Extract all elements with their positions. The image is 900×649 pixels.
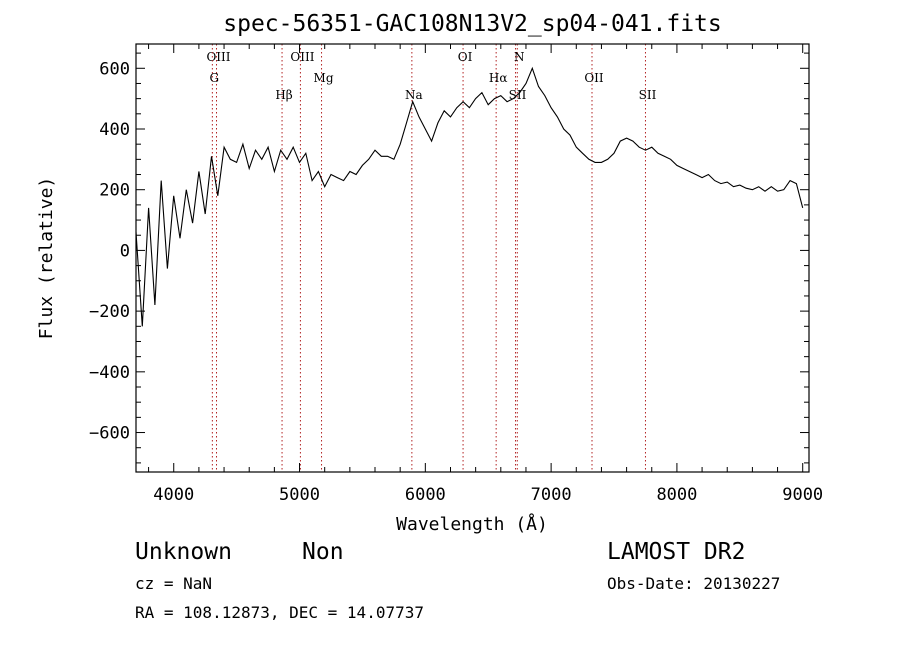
obs-date: Obs-Date: 20130227 — [607, 574, 781, 593]
y-axis-label: Flux (relative) — [36, 177, 57, 340]
y-tick-label: 600 — [99, 59, 130, 79]
y-tick-label: −400 — [89, 363, 130, 383]
emission-line-label: Hα — [489, 71, 508, 85]
emission-line-label: SII — [639, 88, 657, 102]
y-tick-label: 400 — [99, 120, 130, 140]
emission-line-label: OIII — [290, 50, 314, 64]
emission-line-label: OI — [458, 50, 473, 64]
x-tick-label: 6000 — [405, 485, 446, 505]
axes: 4000 5000 6000 7000 8000 9000 −600 −400 −200 0 200… — [89, 44, 823, 505]
emission-line-label: Hβ — [275, 88, 292, 102]
redshift-text: cz = NaN — [135, 574, 213, 593]
plot-frame — [135, 43, 810, 473]
y-tick-label: −600 — [89, 424, 130, 444]
emission-line-label: Na — [405, 88, 423, 102]
emission-line-label: Mg — [314, 71, 334, 85]
x-axis-label: Wavelength (Å) — [396, 513, 548, 535]
emission-line-label: N — [514, 50, 525, 64]
spectrum-line — [136, 66, 804, 327]
chart-title: spec-56351-GAC108N13V2_sp04-041.fits — [223, 11, 722, 37]
survey-name: LAMOST DR2 — [607, 539, 746, 565]
object-subclass: Non — [302, 539, 344, 565]
x-tick-label: 7000 — [531, 485, 572, 505]
series-group — [136, 66, 804, 327]
emission-line-label: G — [210, 71, 220, 85]
y-tick-label: 0 — [120, 241, 130, 261]
x-tick-label: 9000 — [782, 485, 823, 505]
object-class: Unknown — [135, 539, 232, 565]
coordinates-text: RA = 108.12873, DEC = 14.07737 — [135, 603, 424, 622]
emission-line-label: OIII — [206, 50, 230, 64]
x-tick-label: 8000 — [656, 485, 697, 505]
x-tick-label: 4000 — [153, 485, 194, 505]
x-tick-label: 5000 — [279, 485, 320, 505]
y-tick-label: −200 — [89, 302, 130, 322]
emission-line-label: OII — [584, 71, 604, 85]
y-tick-label: 200 — [99, 181, 130, 201]
